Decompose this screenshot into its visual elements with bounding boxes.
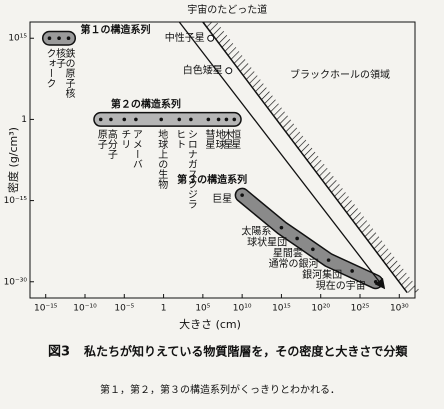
x-tick-label: 10⁻¹⁰: [73, 304, 97, 314]
x-tick-label: 1: [161, 304, 167, 314]
data-point: [189, 117, 193, 122]
figure-note: 第１，第２，第３の構造系列がくっきりとわかれる．: [100, 383, 340, 396]
figure-caption: 私たちが知りえている物質階層を，その密度と大きさで分類: [83, 344, 408, 359]
point-label: 恒星: [229, 128, 241, 149]
data-point: [350, 269, 354, 273]
point-label: 太陽系: [241, 225, 271, 238]
x-tick-label: 10¹⁵: [272, 304, 291, 314]
data-point: [47, 36, 52, 41]
data-point: [98, 117, 103, 122]
y-tick-label: 10¹⁵: [8, 34, 27, 44]
black-hole-boundary: [202, 21, 408, 294]
star-label: 白色矮星: [183, 64, 223, 77]
point-label: 地球: [213, 128, 225, 149]
data-point: [295, 236, 299, 241]
point-label: 巨星: [212, 193, 232, 205]
data-point: [216, 117, 221, 122]
x-tick-label: 10⁵: [195, 304, 210, 314]
point-label: 通常の銀河: [269, 257, 319, 270]
y-tick-label: 10⁻³⁰: [4, 277, 28, 287]
series-name: 第２の構造系列: [111, 97, 181, 110]
data-point: [122, 117, 127, 122]
point-label: 鉄の原子核: [63, 47, 75, 99]
x-tick-label: 10¹⁰: [233, 304, 252, 314]
data-point: [326, 258, 331, 262]
point-label: 銀河集団: [302, 268, 342, 281]
point-label: チリ: [119, 129, 130, 149]
point-label: 木星: [221, 129, 233, 149]
data-point: [279, 225, 284, 230]
point-label: アメーバ: [130, 129, 142, 169]
series-name: 第３の構造系列: [177, 173, 247, 186]
point-label: 現在の宇宙: [316, 279, 366, 292]
x-tick-label: 10²⁵: [351, 304, 370, 314]
data-point: [134, 117, 138, 122]
data-point: [66, 36, 71, 41]
plot-frame: [29, 21, 416, 299]
point-label: シロナガスクジラ: [185, 129, 196, 209]
point-label: 彗星: [203, 129, 215, 149]
point-label: ヒト: [174, 129, 185, 149]
x-tick-label: 10⁻⁵: [114, 304, 134, 314]
point-label: 地球上の生物: [156, 128, 168, 190]
star-label: 中性子星: [165, 31, 205, 44]
data-point: [373, 279, 378, 284]
data-point: [232, 117, 237, 122]
universe-path: [178, 21, 386, 290]
point-label: 星間雲: [273, 247, 303, 259]
universe-path-label: 宇宙のたどった道: [187, 3, 267, 16]
black-hole-hatch: [202, 22, 422, 293]
x-tick-label: 10⁻¹⁵: [34, 304, 58, 314]
y-tick-label: 1: [21, 115, 27, 125]
point-label: クォーク: [44, 48, 55, 88]
star-point: [207, 34, 215, 42]
point-label: 球状星団: [247, 235, 287, 248]
x-tick-label: 10³⁰: [390, 304, 409, 314]
star-point: [225, 67, 233, 75]
data-point: [159, 117, 164, 122]
y-tick-label: 10⁻¹⁵: [4, 196, 28, 206]
data-point: [311, 247, 315, 252]
y-axis-label: 密度 (g/cm³): [6, 127, 20, 193]
point-label: 原子: [95, 129, 107, 149]
data-point: [206, 117, 211, 122]
data-point: [109, 117, 113, 122]
point-label: 高分子: [105, 128, 117, 159]
data-point: [224, 117, 229, 122]
point-label: 核子: [54, 47, 66, 68]
x-axis-label: 大きさ (cm): [179, 317, 241, 331]
black-hole-label: ブラックホールの領域: [290, 68, 390, 81]
x-tick-label: 10²⁰: [311, 304, 330, 314]
data-point: [57, 36, 61, 41]
series-name: 第１の構造系列: [81, 23, 151, 36]
figure-number: 図3: [48, 345, 70, 360]
data-point: [177, 117, 182, 122]
data-point: [240, 193, 244, 197]
